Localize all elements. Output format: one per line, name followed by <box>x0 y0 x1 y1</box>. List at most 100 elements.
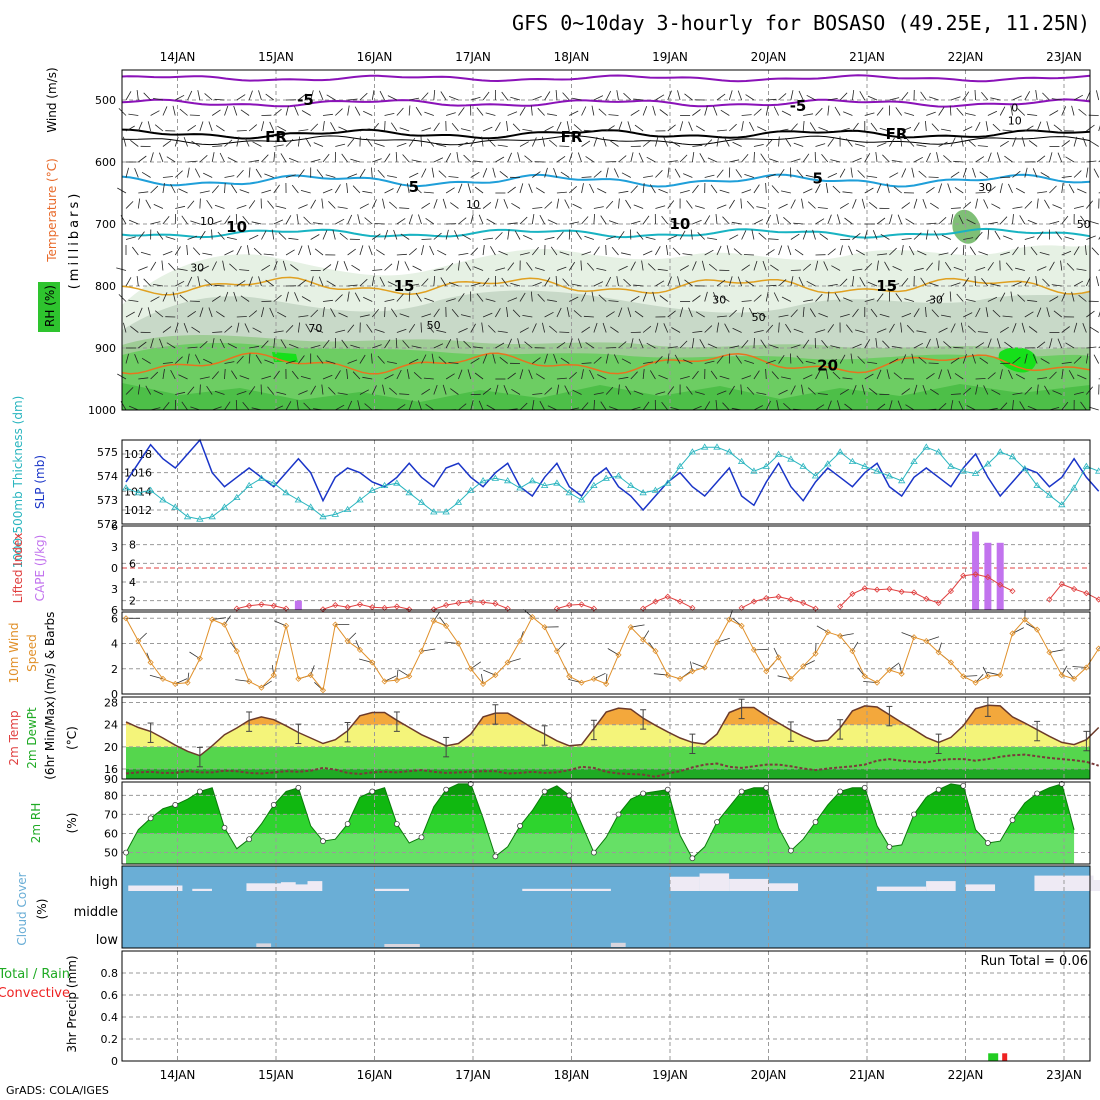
wind-barb <box>783 403 792 411</box>
wind-speed-marker <box>713 639 721 646</box>
wind-barb <box>206 199 213 209</box>
wind-tick-label: 2 <box>111 663 118 676</box>
rh-marker <box>492 853 499 860</box>
wind-barb <box>280 339 287 349</box>
wind-barb <box>1032 354 1038 364</box>
wind-barb <box>179 108 188 116</box>
wind-barb <box>187 200 195 209</box>
wind-barb <box>569 110 579 116</box>
wind-speed-marker <box>492 672 499 679</box>
credit-label: GrADS: COLA/IGES <box>6 1084 109 1097</box>
wind-barb <box>815 643 817 654</box>
wind-barb <box>1012 323 1017 333</box>
wind-barb <box>498 250 508 256</box>
wind-barb <box>310 199 317 209</box>
rh-contour-label: 30 <box>978 181 992 194</box>
thickness-marker <box>713 443 721 450</box>
thickness-marker <box>885 472 894 479</box>
wind-barb <box>901 245 904 256</box>
wind-barb <box>938 403 947 411</box>
wind-barb <box>153 390 164 395</box>
thickness-tick-label: 574 <box>97 470 118 483</box>
wind-barb <box>248 353 251 364</box>
wind-barb <box>901 168 907 178</box>
rh-marker <box>1009 817 1016 823</box>
wind-barb <box>522 315 533 318</box>
wind-barb <box>316 169 324 178</box>
wind-barb <box>433 232 442 240</box>
wind-barb <box>625 385 632 395</box>
wind-barb <box>591 291 595 302</box>
wind-barb <box>854 329 865 333</box>
wind-barb <box>261 121 265 132</box>
wind-barb <box>597 374 607 380</box>
wind-barb <box>581 216 589 225</box>
wind-barb <box>821 153 829 163</box>
isotherm-freezing <box>121 128 1091 140</box>
wind-barb <box>688 307 693 318</box>
lifted-index-marker <box>886 585 893 593</box>
wind-barb <box>313 142 324 147</box>
wind-barb <box>298 390 308 395</box>
wind-barb <box>450 202 459 209</box>
lifted-index-tick-label: 6 <box>111 520 118 533</box>
wind-barb <box>224 175 235 178</box>
wind-barb <box>519 183 524 194</box>
wind-barb <box>162 362 173 364</box>
wind-barb <box>143 278 151 287</box>
wind-barb <box>236 322 240 333</box>
thickness-marker <box>664 479 672 486</box>
wind-barb <box>474 372 484 380</box>
wind-barb <box>602 136 607 147</box>
wind-barb <box>236 355 244 364</box>
thickness-marker <box>725 448 734 455</box>
wind-barb <box>159 152 164 163</box>
wind-barb <box>408 214 413 225</box>
wind-barb <box>716 355 724 364</box>
wind-barb <box>1012 400 1014 411</box>
wind-barb <box>929 388 939 395</box>
wind-barb <box>217 231 225 240</box>
wind-speed-marker <box>209 616 216 623</box>
wind-barb <box>1024 277 1031 287</box>
wind-barb <box>699 339 706 349</box>
wind-barb <box>137 198 141 209</box>
wind-barb <box>531 323 537 333</box>
wind-barb <box>1036 307 1042 318</box>
wind-barb <box>641 260 644 271</box>
wind-barb <box>1017 108 1026 116</box>
wind-barb <box>495 232 503 240</box>
wind-barb <box>298 169 305 178</box>
lifted-index-tick-label: 3 <box>111 541 118 554</box>
wind-barb <box>341 339 348 349</box>
wind-barb <box>1053 124 1062 132</box>
wind-barb <box>1073 246 1080 256</box>
wind-barb <box>801 198 804 209</box>
wind-barb <box>433 198 438 209</box>
wind-barb <box>735 169 742 178</box>
wind-barb <box>659 295 668 302</box>
wind-barb <box>715 400 718 411</box>
wind-barb <box>138 377 149 380</box>
wind-barb <box>741 189 752 194</box>
wind-barb <box>276 205 287 209</box>
wind-barb <box>569 296 579 302</box>
wind-barb <box>573 124 582 132</box>
wind-barb <box>704 139 713 147</box>
rh-marker <box>418 834 425 841</box>
wind-barb <box>187 353 190 364</box>
thickness-marker <box>750 467 758 474</box>
wind-barb <box>531 137 537 147</box>
dewpoint-line <box>125 753 1100 778</box>
wind-barb <box>768 158 779 163</box>
wind-barb <box>187 386 195 395</box>
wind-barb <box>346 369 349 380</box>
wind-barb <box>285 325 294 333</box>
wind-barb <box>494 198 499 209</box>
wind-barb <box>996 152 1001 163</box>
wind-speed-marker <box>319 687 327 694</box>
wind-barb <box>581 106 587 116</box>
wind-barb <box>790 199 796 209</box>
wind-barb <box>674 168 681 178</box>
